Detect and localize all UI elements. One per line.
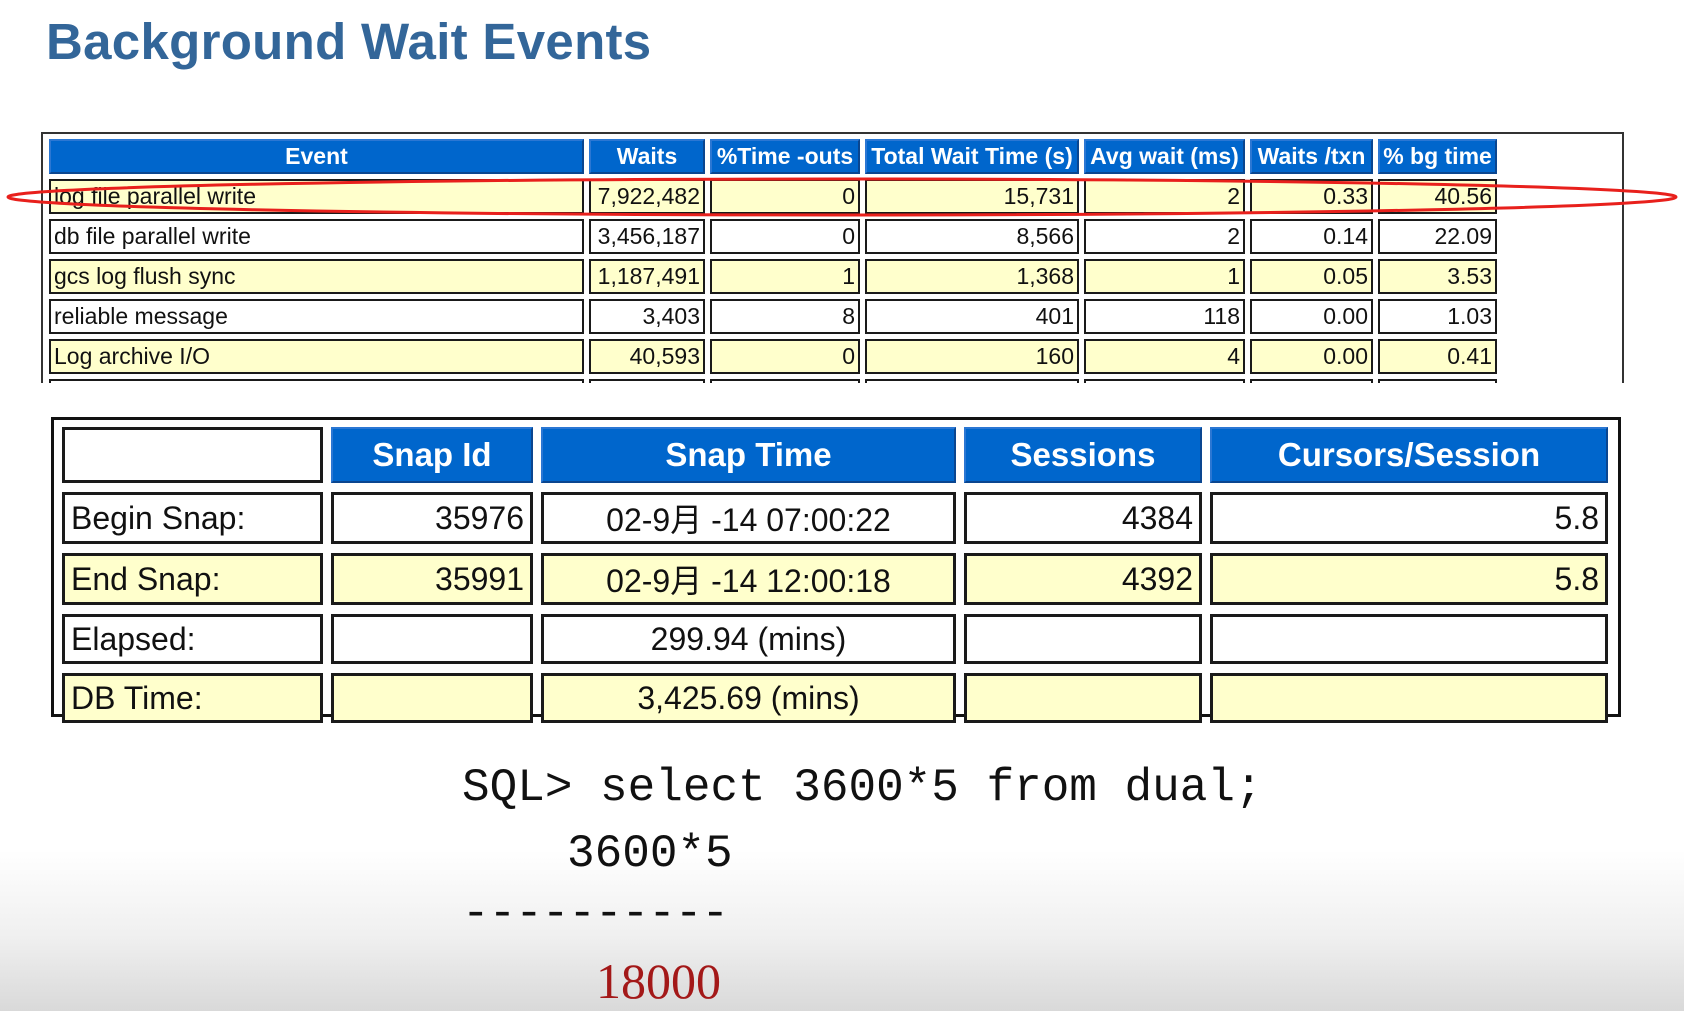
event-name-cell: gcs log flush sync — [49, 259, 584, 294]
wait-event-row: log file parallel write 7,922,482 0 15,7… — [49, 179, 1497, 214]
avg-wait-cell: 1 — [1084, 259, 1245, 294]
timeouts-cell: 0 — [710, 339, 860, 374]
sessions-cell — [964, 673, 1202, 723]
col-header-cursors-per-session[interactable]: Cursors/Session — [1210, 427, 1608, 483]
bg-time-cell: 22.09 — [1378, 219, 1497, 254]
col-header-timeouts[interactable]: %Time -outs — [710, 139, 860, 174]
snapshot-row-end: End Snap: 35991 02-9月 -14 12:00:18 4392 … — [62, 553, 1608, 605]
total-wait-time-cell: 15,731 — [865, 179, 1079, 214]
cursors-per-session-cell: 5.8 — [1210, 492, 1608, 544]
waits-per-txn-cell: 0.14 — [1250, 219, 1373, 254]
snapshot-row-elapsed: Elapsed: 299.94 (mins) — [62, 614, 1608, 664]
total-wait-time-cell: 160 — [865, 339, 1079, 374]
col-header-snap-id[interactable]: Snap Id — [331, 427, 533, 483]
timeouts-cell: 0 — [710, 219, 860, 254]
event-name-cell: reliable message — [49, 299, 584, 334]
page-title: Background Wait Events — [46, 13, 652, 70]
waits-cell: 3,456,187 — [589, 219, 705, 254]
sql-column-header: 3600*5 — [567, 828, 733, 880]
sql-command: SQL> select 3600*5 from dual; — [462, 762, 1263, 814]
elapsed-cell: 299.94 (mins) — [541, 614, 956, 664]
col-header-event[interactable]: Event — [49, 139, 584, 174]
wait-events-table: Event Waits %Time -outs Total Wait Time … — [41, 132, 1624, 383]
bottom-shade — [0, 850, 1684, 1011]
wait-events-header-row: Event Waits %Time -outs Total Wait Time … — [49, 139, 1497, 174]
row-label: Begin Snap: — [62, 492, 323, 544]
snapshot-table: Snap Id Snap Time Sessions Cursors/Sessi… — [51, 417, 1621, 723]
total-wait-time-cell: 8,566 — [865, 219, 1079, 254]
wait-event-row: Log archive I/O 40,593 0 160 4 0.00 0.41 — [49, 339, 1497, 374]
cursors-per-session-cell: 5.8 — [1210, 553, 1608, 605]
snapshot-header-row: Snap Id Snap Time Sessions Cursors/Sessi… — [62, 427, 1608, 483]
total-wait-time-cell: 401 — [865, 299, 1079, 334]
snap-time-cell: 02-9月 -14 07:00:22 — [541, 492, 956, 544]
wait-event-row: reliable message 3,403 8 401 118 0.00 1.… — [49, 299, 1497, 334]
waits-cell: 40,593 — [589, 339, 705, 374]
waits-per-txn-cell: 0.00 — [1250, 299, 1373, 334]
col-header-waits-per-txn[interactable]: Waits /txn — [1250, 139, 1373, 174]
snap-id-cell: 35976 — [331, 492, 533, 544]
waits-cell: 1,187,491 — [589, 259, 705, 294]
sql-separator: ---------- — [462, 888, 729, 940]
col-header-blank — [62, 427, 323, 483]
bg-time-cell: 3.53 — [1378, 259, 1497, 294]
row-label: End Snap: — [62, 553, 323, 605]
snap-time-cell: 02-9月 -14 12:00:18 — [541, 553, 956, 605]
wait-event-row: db file parallel write 3,456,187 0 8,566… — [49, 219, 1497, 254]
col-header-avg-wait[interactable]: Avg wait (ms) — [1084, 139, 1245, 174]
wait-event-row-cutoff — [49, 379, 1497, 383]
event-name-cell: log file parallel write — [49, 179, 584, 214]
snapshot-row-db-time: DB Time: 3,425.69 (mins) — [62, 673, 1608, 723]
total-wait-time-cell: 1,368 — [865, 259, 1079, 294]
snap-id-cell: 35991 — [331, 553, 533, 605]
timeouts-cell: 1 — [710, 259, 860, 294]
bg-time-cell: 1.03 — [1378, 299, 1497, 334]
snap-id-cell — [331, 614, 533, 664]
avg-wait-cell: 118 — [1084, 299, 1245, 334]
avg-wait-cell: 2 — [1084, 179, 1245, 214]
timeouts-cell: 0 — [710, 179, 860, 214]
sessions-cell: 4384 — [964, 492, 1202, 544]
snapshot-row-begin: Begin Snap: 35976 02-9月 -14 07:00:22 438… — [62, 492, 1608, 544]
waits-cell: 7,922,482 — [589, 179, 705, 214]
timeouts-cell: 8 — [710, 299, 860, 334]
cursors-per-session-cell — [1210, 614, 1608, 664]
event-name-cell: Log archive I/O — [49, 339, 584, 374]
waits-cell: 3,403 — [589, 299, 705, 334]
row-label: Elapsed: — [62, 614, 323, 664]
bg-time-cell: 0.41 — [1378, 339, 1497, 374]
sql-result: 18000 — [596, 953, 721, 1009]
waits-per-txn-cell: 0.00 — [1250, 339, 1373, 374]
col-header-waits[interactable]: Waits — [589, 139, 705, 174]
row-label: DB Time: — [62, 673, 323, 723]
col-header-sessions[interactable]: Sessions — [964, 427, 1202, 483]
waits-per-txn-cell: 0.05 — [1250, 259, 1373, 294]
event-name-cell: db file parallel write — [49, 219, 584, 254]
sessions-cell — [964, 614, 1202, 664]
avg-wait-cell: 2 — [1084, 219, 1245, 254]
col-header-snap-time[interactable]: Snap Time — [541, 427, 956, 483]
col-header-bg-time[interactable]: % bg time — [1378, 139, 1497, 174]
avg-wait-cell: 4 — [1084, 339, 1245, 374]
sessions-cell: 4392 — [964, 553, 1202, 605]
wait-event-row: gcs log flush sync 1,187,491 1 1,368 1 0… — [49, 259, 1497, 294]
cursors-per-session-cell — [1210, 673, 1608, 723]
snap-id-cell — [331, 673, 533, 723]
col-header-total-wait-time[interactable]: Total Wait Time (s) — [865, 139, 1079, 174]
waits-per-txn-cell: 0.33 — [1250, 179, 1373, 214]
bg-time-cell: 40.56 — [1378, 179, 1497, 214]
db-time-cell: 3,425.69 (mins) — [541, 673, 956, 723]
